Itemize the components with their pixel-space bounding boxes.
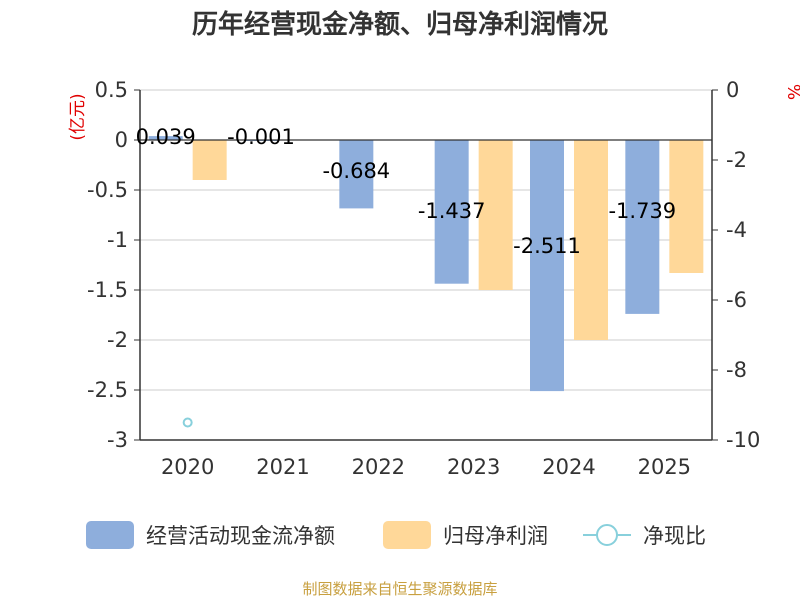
data-label-operating-cashflow: -0.684	[322, 159, 390, 183]
x-tick-label: 2023	[447, 455, 500, 479]
right-tick-label: -4	[726, 218, 747, 242]
right-axis-unit: %	[783, 84, 800, 100]
x-tick-label: 2021	[256, 455, 309, 479]
right-tick-label: -6	[726, 288, 747, 312]
data-label-operating-cashflow: 0.039	[136, 125, 196, 149]
bar-operating-cashflow	[625, 140, 660, 314]
legend-label-cash-ratio: 净现比	[643, 524, 706, 548]
left-tick-label: -0.5	[87, 178, 128, 202]
right-tick-label: -8	[726, 358, 747, 382]
x-tick-label: 2022	[352, 455, 405, 479]
left-tick-label: 0.5	[95, 78, 128, 102]
legend: 经营活动现金流净额 归母净利润 净现比	[86, 521, 706, 549]
data-label-operating-cashflow: -2.511	[513, 234, 581, 258]
x-tick-label: 2025	[638, 455, 691, 479]
bar-net-profit	[574, 140, 608, 340]
legend-marker-cash-ratio	[596, 524, 618, 546]
left-axis-unit: (亿元)	[68, 93, 88, 140]
right-tick-label: -2	[726, 148, 747, 172]
bar-operating-cashflow	[339, 140, 374, 209]
bar-operating-cashflow	[148, 136, 183, 140]
data-label-operating-cashflow: -1.437	[418, 199, 486, 223]
legend-label-net-profit: 归母净利润	[443, 524, 548, 548]
left-tick-label: -1	[107, 228, 128, 252]
bar-operating-cashflow	[434, 140, 469, 284]
x-tick-label: 2020	[161, 455, 214, 479]
legend-swatch-net-profit	[383, 521, 431, 549]
legend-label-operating-cashflow: 经营活动现金流净额	[146, 524, 335, 548]
point-cash-ratio	[182, 417, 193, 428]
data-label-operating-cashflow: -0.001	[227, 125, 295, 149]
left-tick-label: -2	[107, 328, 128, 352]
data-label-operating-cashflow: -1.739	[608, 199, 676, 223]
right-tick-label: -10	[726, 428, 760, 452]
chart-title: 历年经营现金净额、归母净利润情况	[192, 9, 608, 40]
left-tick-label: -1.5	[87, 278, 128, 302]
bar-net-profit	[478, 140, 513, 290]
left-tick-label: 0	[115, 128, 128, 152]
source-note: 制图数据来自恒生聚源数据库	[302, 580, 497, 598]
left-tick-label: -2.5	[87, 378, 128, 402]
right-tick-label: 0	[726, 78, 739, 102]
x-tick-label: 2024	[542, 455, 595, 479]
legend-swatch-operating-cashflow	[86, 521, 134, 549]
left-tick-label: -3	[107, 428, 128, 452]
bar-net-profit	[669, 140, 704, 273]
bar-net-profit	[192, 140, 227, 180]
bar-operating-cashflow	[530, 140, 564, 392]
